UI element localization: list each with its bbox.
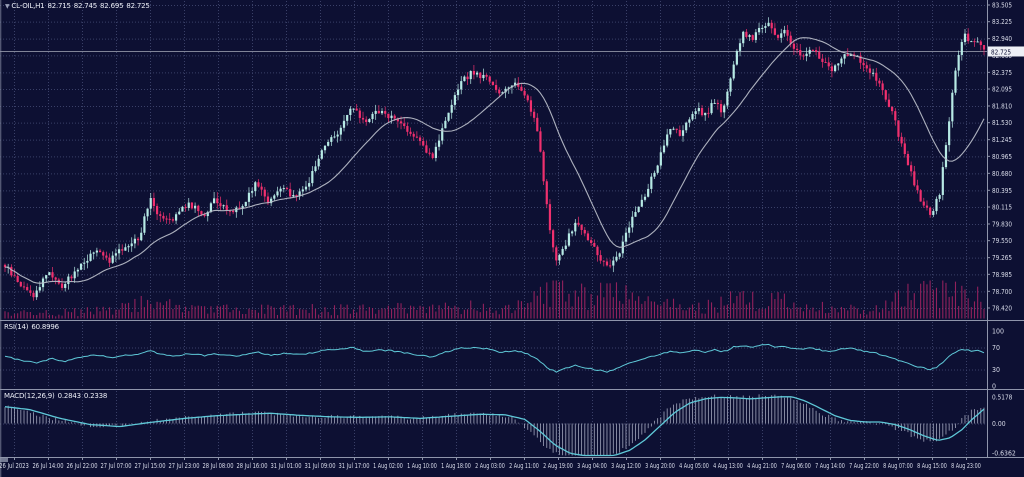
svg-text:1 Aug 18:00: 1 Aug 18:00: [441, 462, 471, 470]
svg-text:82.375: 82.375: [992, 69, 1012, 77]
grid: [0, 1, 987, 456]
svg-text:81.810: 81.810: [992, 103, 1012, 111]
volume-bars: [4, 280, 985, 319]
svg-text:80.680: 80.680: [992, 170, 1012, 178]
svg-text:26 Jul 14:00: 26 Jul 14:00: [33, 462, 64, 470]
macd-signal-line: [4, 396, 985, 457]
rsi-axis-labels: 100 70 30 0: [992, 328, 1004, 391]
svg-text:4 Aug 05:00: 4 Aug 05:00: [679, 462, 709, 470]
svg-text:81.530: 81.530: [992, 119, 1012, 127]
svg-text:83.505: 83.505: [992, 2, 1012, 10]
svg-text:82.095: 82.095: [992, 86, 1012, 94]
time-axis-labels: 26 Jul 2023 26 Jul 14:00 26 Jul 22:00 27 Ju…: [0, 457, 981, 470]
svg-text:100: 100: [992, 328, 1004, 336]
svg-text:0: 0: [992, 383, 996, 391]
svg-text:80.395: 80.395: [992, 187, 1012, 195]
macd-axis-labels: 0.5178 0.00 -0.6362: [992, 393, 1016, 457]
svg-text:3 Aug 04:00: 3 Aug 04:00: [577, 462, 607, 470]
svg-text:7 Aug 14:00: 7 Aug 14:00: [815, 462, 845, 470]
svg-text:-0.6362: -0.6362: [992, 450, 1016, 458]
svg-text:2 Aug 19:00: 2 Aug 19:00: [543, 462, 573, 470]
candlesticks: [3, 17, 986, 301]
svg-text:8 Aug 15:00: 8 Aug 15:00: [917, 462, 947, 470]
svg-text:70: 70: [992, 344, 1000, 352]
svg-text:83.225: 83.225: [992, 18, 1012, 26]
svg-text:2 Aug 11:00: 2 Aug 11:00: [509, 462, 539, 470]
svg-text:78.420: 78.420: [992, 305, 1012, 313]
svg-text:31 Jul 01:00: 31 Jul 01:00: [271, 462, 302, 470]
svg-text:2 Aug 03:00: 2 Aug 03:00: [475, 462, 505, 470]
rsi-line: [4, 343, 985, 373]
svg-text:27 Jul 07:00: 27 Jul 07:00: [101, 462, 132, 470]
svg-text:4 Aug 21:00: 4 Aug 21:00: [747, 462, 777, 470]
svg-text:79.830: 79.830: [992, 220, 1012, 228]
svg-text:3 Aug 12:00: 3 Aug 12:00: [611, 462, 641, 470]
svg-text:79.550: 79.550: [992, 237, 1012, 245]
svg-text:1 Aug 02:00: 1 Aug 02:00: [373, 462, 403, 470]
svg-text:27 Jul 15:00: 27 Jul 15:00: [135, 462, 166, 470]
svg-text:0.00: 0.00: [992, 420, 1006, 428]
svg-text:8 Aug 23:00: 8 Aug 23:00: [951, 462, 981, 470]
svg-text:7 Aug 06:00: 7 Aug 06:00: [781, 462, 811, 470]
svg-text:31 Jul 09:00: 31 Jul 09:00: [305, 462, 336, 470]
svg-text:31 Jul 17:00: 31 Jul 17:00: [339, 462, 370, 470]
svg-text:80.115: 80.115: [992, 204, 1012, 212]
scrollbar-corner: [0, 458, 8, 462]
current-price-tag: 82.725: [988, 46, 1024, 57]
svg-text:78.700: 78.700: [992, 288, 1012, 296]
svg-text:82.940: 82.940: [992, 35, 1012, 43]
moving-average-line: [4, 37, 985, 284]
svg-text:26 Jul 2023: 26 Jul 2023: [0, 462, 29, 470]
svg-text:80.965: 80.965: [992, 153, 1012, 161]
svg-text:7 Aug 22:00: 7 Aug 22:00: [849, 462, 879, 470]
svg-text:27 Jul 23:00: 27 Jul 23:00: [169, 462, 200, 470]
svg-text:81.245: 81.245: [992, 136, 1012, 144]
svg-text:8 Aug 07:00: 8 Aug 07:00: [883, 462, 913, 470]
svg-text:28 Jul 08:00: 28 Jul 08:00: [203, 462, 234, 470]
svg-text:82.725: 82.725: [991, 48, 1011, 56]
svg-text:0.5178: 0.5178: [992, 393, 1012, 401]
svg-text:26 Jul 22:00: 26 Jul 22:00: [67, 462, 98, 470]
svg-text:78.985: 78.985: [992, 271, 1012, 279]
svg-text:79.265: 79.265: [992, 254, 1012, 262]
svg-text:30: 30: [992, 366, 1000, 374]
svg-text:3 Aug 20:00: 3 Aug 20:00: [645, 462, 675, 470]
svg-text:4 Aug 13:00: 4 Aug 13:00: [713, 462, 743, 470]
svg-text:1 Aug 10:00: 1 Aug 10:00: [407, 462, 437, 470]
svg-text:28 Jul 16:00: 28 Jul 16:00: [237, 462, 268, 470]
